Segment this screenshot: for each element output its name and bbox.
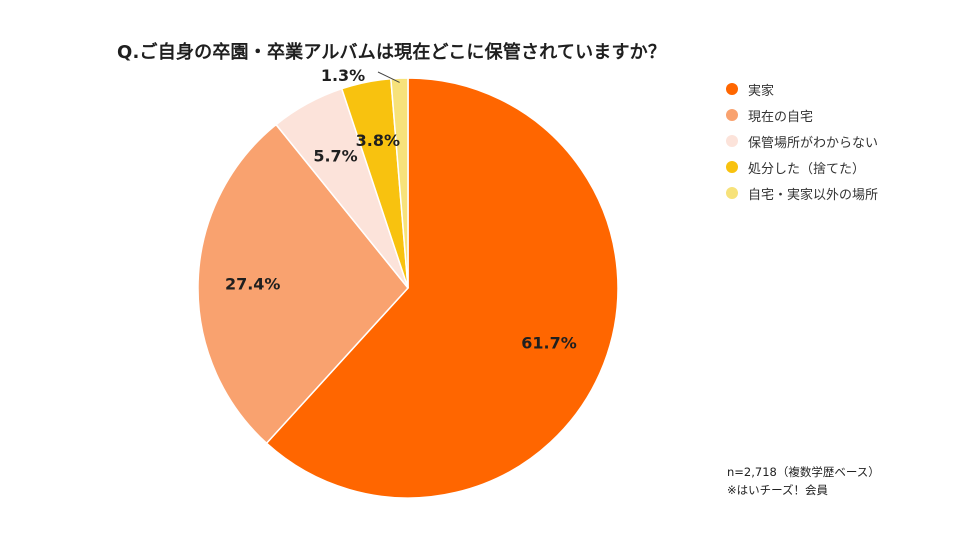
legend: 実家現在の自宅保管場所がわからない 処分した（捨てた） 自宅・実家以外の場所 bbox=[726, 76, 878, 206]
source-note: ※はいチーズ！会員 bbox=[727, 483, 829, 497]
legend-item-discarded: 処分した（捨てた） bbox=[726, 154, 878, 180]
leader-line-other-location bbox=[377, 71, 400, 83]
legend-swatch bbox=[726, 161, 738, 173]
legend-swatch bbox=[726, 135, 738, 147]
legend-item-other-location: 自宅・実家以外の場所 bbox=[726, 180, 878, 206]
legend-swatch bbox=[726, 109, 738, 121]
legend-label: 保管場所がわからない bbox=[748, 135, 879, 151]
data-label-other-location: 1.3% bbox=[321, 66, 365, 85]
footnote: n=2,718（複数学歴ベース） ※はいチーズ！会員 bbox=[727, 463, 880, 499]
legend-swatch bbox=[726, 83, 738, 95]
legend-label: 現在の自宅 bbox=[748, 109, 814, 125]
legend-item-unknown-location: 保管場所がわからない bbox=[726, 128, 878, 154]
data-label-discarded: 3.8% bbox=[356, 131, 400, 150]
data-label-jikka: 61.7% bbox=[521, 334, 577, 353]
data-label-unknown-location: 5.7% bbox=[313, 146, 357, 165]
sample-size-note: n=2,718（複数学歴ベース） bbox=[727, 465, 880, 479]
data-label-current-home: 27.4% bbox=[225, 274, 281, 293]
legend-item-current-home: 現在の自宅 bbox=[726, 102, 878, 128]
legend-item-jikka: 実家 bbox=[726, 76, 878, 102]
pie-slice-current-home bbox=[197, 123, 409, 445]
legend-label: 自宅・実家以外の場所 bbox=[748, 187, 879, 203]
legend-swatch bbox=[726, 187, 738, 199]
chart-title: Q.ご自身の卒園・卒業アルバムは現在どこに保管されていますか？ bbox=[117, 42, 667, 63]
pie-slice-jikka bbox=[265, 77, 619, 499]
legend-label: 実家 bbox=[748, 83, 775, 99]
legend-label: 処分した（捨てた） bbox=[748, 161, 866, 177]
